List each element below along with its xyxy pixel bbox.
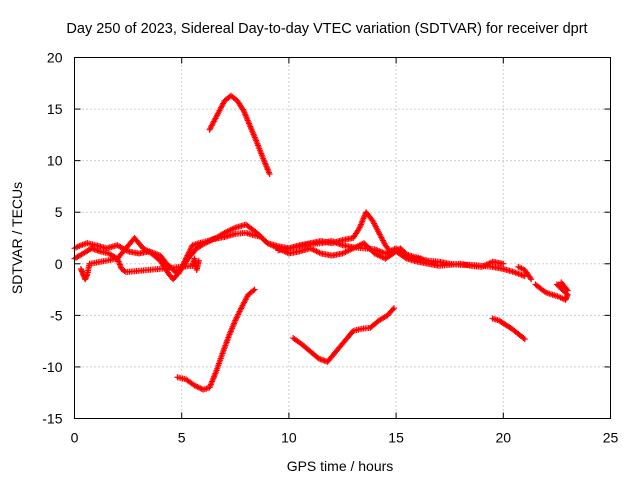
data-point: [390, 305, 397, 312]
series-track-e: [206, 92, 273, 178]
series-track-h: [489, 315, 528, 343]
y-tick-label: 20: [47, 50, 63, 66]
plot-frame: [74, 57, 611, 419]
y-tick-label: 0: [55, 256, 63, 272]
data-point: [251, 286, 258, 293]
data-point: [250, 287, 257, 294]
data-point: [521, 336, 528, 343]
x-tick-label: 5: [178, 430, 186, 446]
y-tick-label: 10: [47, 153, 63, 169]
series-track-i: [532, 279, 571, 303]
x-tick-label: 20: [496, 430, 512, 446]
data-point: [389, 306, 396, 313]
series-track-f: [174, 286, 258, 393]
chart-title: Day 250 of 2023, Sidereal Day-to-day VTE…: [66, 21, 587, 37]
x-axis-label: GPS time / hours: [287, 458, 394, 474]
data-marks: [71, 92, 571, 393]
series-track-g: [290, 305, 397, 365]
x-tick-label: 15: [388, 430, 404, 446]
y-axis-label: SDTVAR / TECUs: [9, 182, 25, 294]
series-track-c: [275, 209, 425, 262]
data-point: [520, 335, 527, 342]
data-point: [527, 274, 534, 281]
data-point: [528, 276, 535, 283]
grid: [74, 57, 611, 419]
y-tick-label: 15: [47, 101, 63, 117]
y-tick-label: 5: [55, 204, 63, 220]
x-tick-label: 0: [71, 430, 79, 446]
x-tick-label: 25: [603, 430, 619, 446]
y-tick-label: -5: [50, 307, 63, 323]
y-tick-label: -15: [42, 411, 62, 427]
data-point: [500, 260, 507, 267]
data-point: [418, 255, 425, 262]
series-track-d: [77, 255, 202, 283]
x-tick-label: 10: [281, 430, 297, 446]
data-point: [195, 257, 202, 264]
data-point: [559, 280, 566, 287]
axis-ticks: 0 5 10 15 20 25 -15 -10 -5 0 5 10 15 20: [42, 50, 618, 446]
data-point: [266, 171, 273, 178]
series-track-j: [515, 263, 535, 283]
data-point: [558, 279, 565, 286]
y-tick-label: -10: [42, 359, 62, 375]
